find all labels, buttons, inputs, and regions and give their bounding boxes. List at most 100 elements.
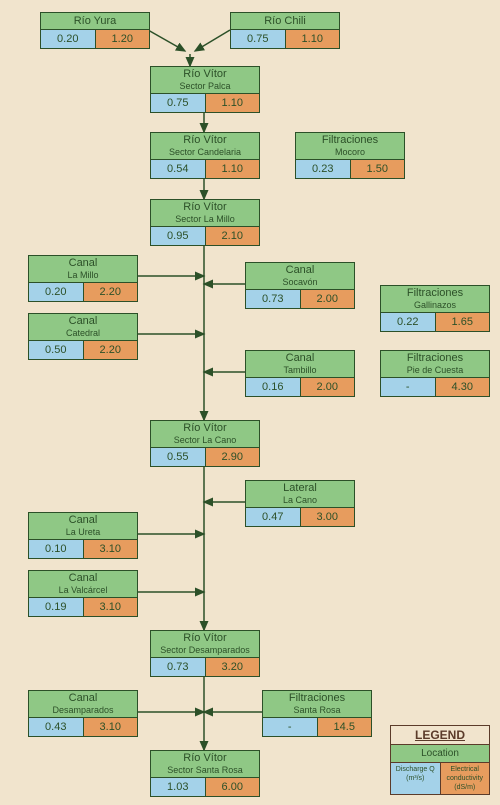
- conductivity-value: 3.00: [301, 508, 355, 526]
- node-c-desamp: CanalDesamparados 0.433.10: [28, 690, 138, 737]
- discharge-value: 0.55: [151, 448, 206, 466]
- node-c-lamillo: CanalLa Millo 0.202.20: [28, 255, 138, 302]
- discharge-value: 0.23: [296, 160, 351, 178]
- discharge-value: 0.75: [231, 30, 286, 48]
- node-sub: Catedral: [29, 328, 137, 339]
- legend-discharge: Discharge Q (m³/s): [391, 763, 441, 794]
- conductivity-value: 1.10: [206, 94, 260, 112]
- node-sub: Tambillo: [246, 365, 354, 376]
- conductivity-value: 2.10: [206, 227, 260, 245]
- discharge-value: 0.95: [151, 227, 206, 245]
- node-sub: La Valcárcel: [29, 585, 137, 596]
- node-name: Río Yura: [41, 15, 149, 28]
- conductivity-value: 1.10: [286, 30, 340, 48]
- node-sub: Sector Palca: [151, 81, 259, 92]
- node-gallinazos: FiltracionesGallinazos 0.221.65: [380, 285, 490, 332]
- node-sub: Sector Desamparados: [151, 645, 259, 656]
- conductivity-value: 6.00: [206, 778, 260, 796]
- node-lamillo: Río VítorSector La Millo 0.952.10: [150, 199, 260, 246]
- node-sub: Gallinazos: [381, 300, 489, 311]
- discharge-value: 1.03: [151, 778, 206, 796]
- node-lateral: LateralLa Cano 0.473.00: [245, 480, 355, 527]
- node-sub: Desamparados: [29, 705, 137, 716]
- node-name: Canal: [29, 692, 137, 705]
- node-c-tambillo: CanalTambillo 0.162.00: [245, 350, 355, 397]
- conductivity-value: 3.10: [84, 540, 138, 558]
- conductivity-value: 3.10: [84, 718, 138, 736]
- node-sub: La Ureta: [29, 527, 137, 538]
- node-c-socavon: CanalSocavón 0.732.00: [245, 262, 355, 309]
- flow-arrows: [0, 0, 500, 805]
- legend: LEGEND Location Discharge Q (m³/s) Elect…: [390, 725, 490, 795]
- node-c-catedral: CanalCatedral0.502.20: [28, 313, 138, 360]
- node-name: Filtraciones: [381, 352, 489, 365]
- conductivity-value: 2.00: [301, 378, 355, 396]
- legend-title: LEGEND: [391, 726, 489, 744]
- node-sub: Sector La Millo: [151, 214, 259, 225]
- node-santarosa: Río VítorSector Santa Rosa 1.036.00: [150, 750, 260, 797]
- discharge-value: 0.22: [381, 313, 436, 331]
- discharge-value: 0.73: [246, 290, 301, 308]
- node-name: Canal: [246, 264, 354, 277]
- node-name: Canal: [29, 572, 137, 585]
- conductivity-value: 1.65: [436, 313, 490, 331]
- conductivity-value: 14.5: [318, 718, 372, 736]
- node-name: Río Vítor: [151, 632, 259, 645]
- node-desamparados: Río VítorSector Desamparados 0.733.20: [150, 630, 260, 677]
- node-candelaria: Río VítorSector Candelaria 0.541.10: [150, 132, 260, 179]
- node-sub: Sector Candelaria: [151, 147, 259, 158]
- legend-conductivity: Electrical conductivity (dS/m): [441, 763, 490, 794]
- conductivity-value: 1.10: [206, 160, 260, 178]
- discharge-value: 0.73: [151, 658, 206, 676]
- node-name: Lateral: [246, 482, 354, 495]
- conductivity-value: 2.90: [206, 448, 260, 466]
- node-name: Río Chili: [231, 15, 339, 28]
- discharge-value: 0.50: [29, 341, 84, 359]
- node-sub: La Cano: [246, 495, 354, 506]
- node-name: Río Vítor: [151, 201, 259, 214]
- conductivity-value: 1.20: [96, 30, 150, 48]
- discharge-value: 0.20: [29, 283, 84, 301]
- conductivity-value: 4.30: [436, 378, 490, 396]
- discharge-value: 0.75: [151, 94, 206, 112]
- discharge-value: 0.54: [151, 160, 206, 178]
- conductivity-value: 3.20: [206, 658, 260, 676]
- legend-location: Location: [391, 744, 489, 763]
- node-yura: Río Yura 0.201.20: [40, 12, 150, 49]
- discharge-value: 0.10: [29, 540, 84, 558]
- node-sub: Socavón: [246, 277, 354, 288]
- conductivity-value: 2.20: [84, 283, 138, 301]
- node-name: Canal: [246, 352, 354, 365]
- node-sub: Mocoro: [296, 147, 404, 158]
- node-sub: Sector La Cano: [151, 435, 259, 446]
- node-name: Canal: [29, 257, 137, 270]
- node-name: Filtraciones: [263, 692, 371, 705]
- node-pie: FiltracionesPie de Cuesta -4.30: [380, 350, 490, 397]
- discharge-value: 0.19: [29, 598, 84, 616]
- node-lacano: Río VítorSector La Cano 0.552.90: [150, 420, 260, 467]
- node-name: Canal: [29, 514, 137, 527]
- node-name: Río Vítor: [151, 68, 259, 81]
- node-name: Filtraciones: [296, 134, 404, 147]
- discharge-value: 0.16: [246, 378, 301, 396]
- node-mocoro: FiltracionesMocoro 0.231.50: [295, 132, 405, 179]
- discharge-value: 0.43: [29, 718, 84, 736]
- discharge-value: 0.47: [246, 508, 301, 526]
- node-palca: Río VítorSector Palca 0.751.10: [150, 66, 260, 113]
- node-chili: Río Chili 0.751.10: [230, 12, 340, 49]
- discharge-value: -: [381, 378, 436, 396]
- node-name: Río Vítor: [151, 422, 259, 435]
- conductivity-value: 1.50: [351, 160, 405, 178]
- node-name: Río Vítor: [151, 134, 259, 147]
- conductivity-value: 3.10: [84, 598, 138, 616]
- node-sub: Santa Rosa: [263, 705, 371, 716]
- node-name: Río Vítor: [151, 752, 259, 765]
- node-sub: La Millo: [29, 270, 137, 281]
- node-sub: Pie de Cuesta: [381, 365, 489, 376]
- discharge-value: -: [263, 718, 318, 736]
- node-sub: Sector Santa Rosa: [151, 765, 259, 776]
- node-santarosa-f: FiltracionesSanta Rosa -14.5: [262, 690, 372, 737]
- node-name: Filtraciones: [381, 287, 489, 300]
- discharge-value: 0.20: [41, 30, 96, 48]
- conductivity-value: 2.00: [301, 290, 355, 308]
